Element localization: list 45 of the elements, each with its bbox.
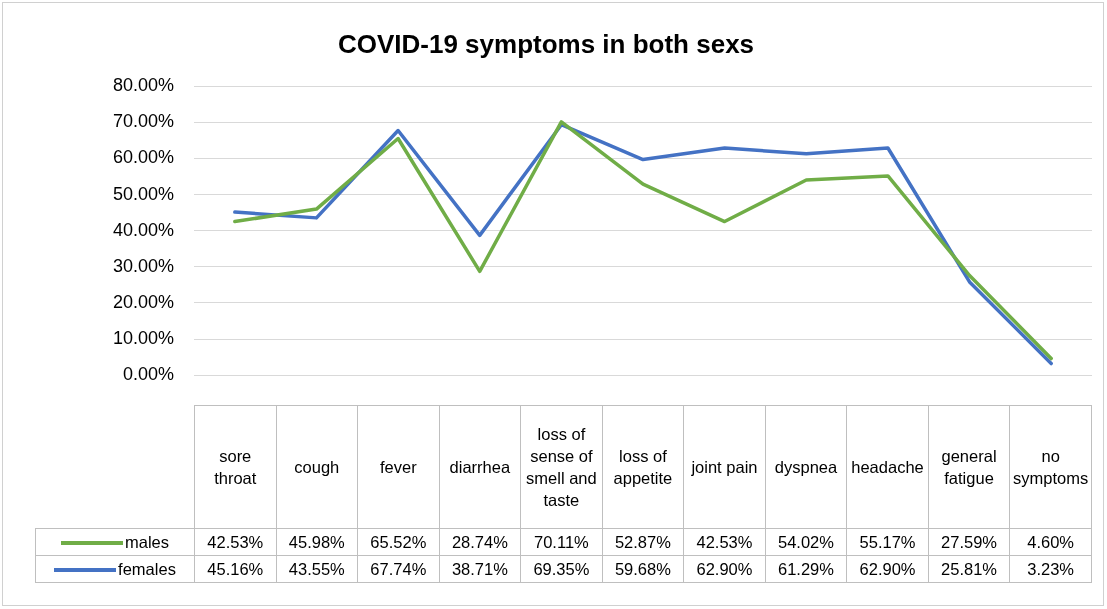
data-label: 55.17% [846, 528, 929, 556]
data-label: 62.90% [846, 555, 929, 583]
y-tick-label: 40.00% [112, 219, 174, 240]
data-label: 45.16% [194, 555, 277, 583]
x-tick-label: dyspnea [765, 405, 847, 529]
data-label: 4.60% [1009, 528, 1092, 556]
data-label: 42.53% [194, 528, 277, 556]
data-label: 27.59% [928, 528, 1010, 556]
x-tick-label: headache [846, 405, 929, 529]
data-label: 38.71% [439, 555, 521, 583]
y-tick-label: 60.00% [112, 147, 174, 168]
data-label: 3.23% [1009, 555, 1092, 583]
y-tick-label: 30.00% [112, 255, 174, 276]
x-tick-label: loss of sense of smell and taste [520, 405, 603, 529]
chart-title: COVID-19 symptoms in both sexs [337, 28, 755, 59]
y-tick-label: 50.00% [112, 183, 174, 204]
data-label: 70.11% [520, 528, 603, 556]
x-tick-label: diarrhea [439, 405, 521, 529]
legend-label: females [35, 555, 195, 583]
x-tick-label: general fatigue [928, 405, 1010, 529]
data-label: 42.53% [683, 528, 766, 556]
x-tick-label: cough [276, 405, 358, 529]
x-tick-label: fever [357, 405, 440, 529]
legend-label: males [35, 528, 195, 556]
data-label: 67.74% [357, 555, 440, 583]
y-tick-label: 80.00% [112, 75, 174, 96]
data-label: 43.55% [276, 555, 358, 583]
data-label: 62.90% [683, 555, 766, 583]
y-tick-label: 10.00% [112, 328, 174, 349]
data-label: 59.68% [602, 555, 684, 583]
y-tick-label: 0.00% [122, 364, 174, 385]
data-label: 69.35% [520, 555, 603, 583]
x-tick-label: sore throat [194, 405, 277, 529]
data-label: 65.52% [357, 528, 440, 556]
x-tick-label: no symptoms [1009, 405, 1092, 529]
y-tick-label: 70.00% [112, 111, 174, 132]
data-label: 52.87% [602, 528, 684, 556]
data-label: 61.29% [765, 555, 847, 583]
data-label: 25.81% [928, 555, 1010, 583]
y-tick-label: 20.00% [112, 291, 174, 312]
data-label: 54.02% [765, 528, 847, 556]
x-tick-label: loss of appetite [602, 405, 684, 529]
data-label: 45.98% [276, 528, 358, 556]
x-tick-label: joint pain [683, 405, 766, 529]
data-label: 28.74% [439, 528, 521, 556]
